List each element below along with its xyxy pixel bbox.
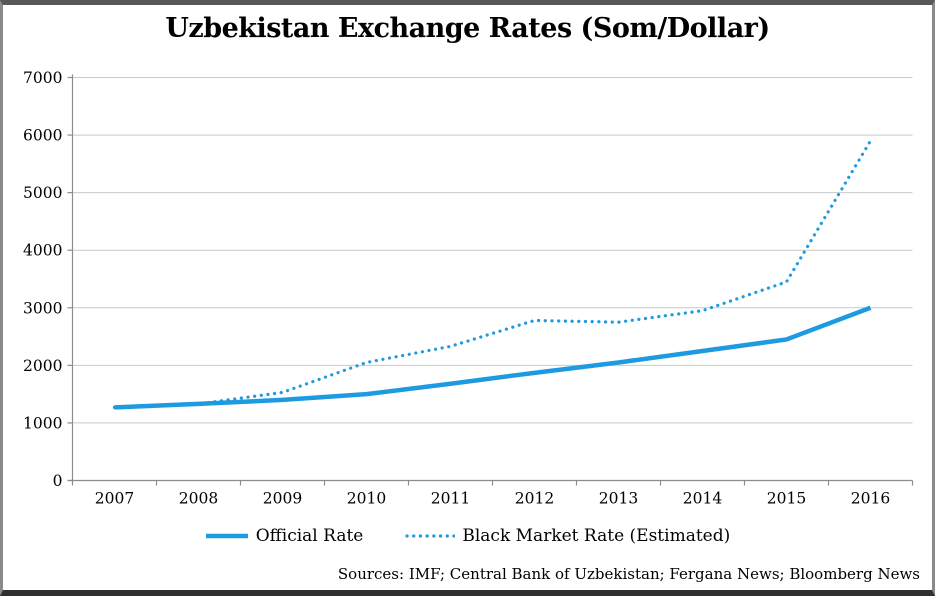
legend: Official Rate Black Market Rate (Estimat… <box>3 526 932 546</box>
x-axis-label: 2007 <box>95 490 134 508</box>
y-axis-label: 5000 <box>23 184 62 202</box>
y-axis-label: 2000 <box>23 357 62 375</box>
x-axis-label: 2011 <box>431 490 470 508</box>
legend-label-official-rate: Official Rate <box>255 526 364 546</box>
y-axis-label: 4000 <box>23 242 62 260</box>
legend-item-black-market-rate: Black Market Rate (Estimated) <box>405 526 730 546</box>
x-axis-label: 2010 <box>347 490 386 508</box>
y-axis-label: 3000 <box>23 299 62 317</box>
legend-item-official-rate: Official Rate <box>205 526 364 546</box>
x-axis-label: 2014 <box>683 490 723 508</box>
solid-line-swatch <box>205 533 248 539</box>
y-axis-label: 0 <box>53 472 63 490</box>
chart-title: Uzbekistan Exchange Rates (Som/Dollar) <box>165 13 770 44</box>
y-axis-label: 1000 <box>23 414 62 432</box>
chart-canvas: 0 1000 2000 3000 4000 5000 6000 7000 2007 2008 200… <box>23 69 914 508</box>
dotted-line-swatch <box>405 534 456 538</box>
legend-label-black-market-rate: Black Market Rate (Estimated) <box>462 526 731 546</box>
x-axis-label: 2013 <box>599 490 638 508</box>
x-axis-label: 2015 <box>767 490 806 508</box>
source-note: Sources: IMF; Central Bank of Uzbekistan… <box>337 565 920 583</box>
official-rate-line <box>114 305 872 410</box>
x-axis-label: 2008 <box>179 490 218 508</box>
x-axis-label: 2016 <box>851 490 890 508</box>
x-axis-label: 2009 <box>263 490 302 508</box>
y-axis-label: 7000 <box>23 69 62 87</box>
y-axis-label: 6000 <box>23 127 62 145</box>
x-axis-label: 2012 <box>515 490 554 508</box>
black-market-rate-line <box>112 139 873 409</box>
